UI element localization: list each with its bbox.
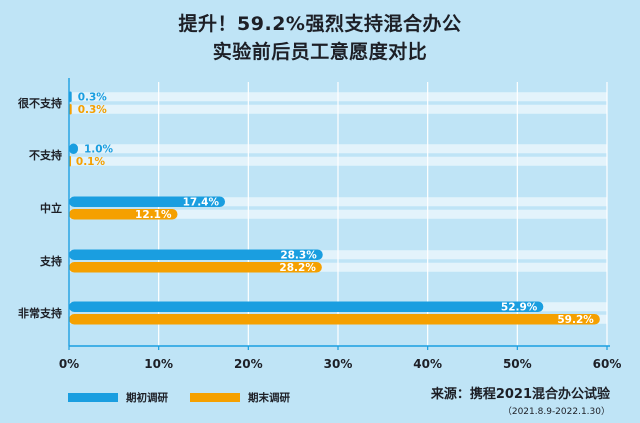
- source-text: 来源：携程2021混合办公试验: [430, 387, 610, 402]
- category-label: 支持: [39, 254, 62, 268]
- legend-swatch-initial: [68, 393, 118, 402]
- source-note: 来源：携程2021混合办公试验 （2021.8.9-2022.1.30）: [431, 383, 610, 417]
- bar-final: [69, 209, 178, 220]
- chart-title-line2: 实验前后员工意愿度对比: [212, 41, 428, 63]
- bar-value-label: 28.3%: [280, 250, 317, 262]
- bar-final: [69, 262, 322, 273]
- category-label: 很不支持: [17, 96, 62, 110]
- x-tick-label: 40%: [413, 357, 442, 371]
- bar-initial: [69, 301, 544, 312]
- source-date: （2021.8.9-2022.1.30）: [502, 407, 610, 417]
- legend-label-initial: 期初调研: [126, 392, 168, 404]
- legend-label-final: 期末调研: [248, 392, 290, 404]
- bar-value-label: 1.0%: [84, 144, 114, 156]
- bar-initial: [69, 143, 78, 154]
- bar-value-label: 0.3%: [78, 104, 108, 116]
- category-label: 不支持: [29, 148, 62, 162]
- bar-chart: 0.3% 1.0% 17.4% 28.3% 52.9% 0.3% 0.1% 12.1% 28.2…: [17, 78, 622, 371]
- bar-value-label: 17.4%: [183, 197, 220, 209]
- legend-swatch-final: [190, 393, 240, 402]
- bar-value-label: 52.9%: [501, 302, 538, 314]
- x-tick-label: 20%: [234, 357, 263, 371]
- x-tick-label: 60%: [593, 357, 622, 371]
- bar-value-label: 28.2%: [279, 262, 316, 274]
- x-tick-label: 30%: [324, 357, 353, 371]
- bar-value-label: 12.1%: [135, 209, 172, 221]
- bar-value-label: 59.2%: [557, 314, 594, 326]
- bar-value-label: 0.1%: [76, 156, 106, 168]
- x-tick-label: 50%: [503, 357, 532, 371]
- bar-initial: [69, 196, 226, 207]
- bar-initial: [69, 249, 323, 260]
- bar-value-label: 0.3%: [78, 92, 108, 104]
- chart-title-line1: 提升！59.2%强烈支持混合办公: [178, 13, 462, 35]
- x-tick-label: 0%: [59, 357, 79, 371]
- bar-final: [69, 314, 600, 325]
- x-tick-label: 10%: [144, 357, 173, 371]
- category-label: 非常支持: [18, 306, 62, 320]
- category-label: 中立: [40, 201, 62, 215]
